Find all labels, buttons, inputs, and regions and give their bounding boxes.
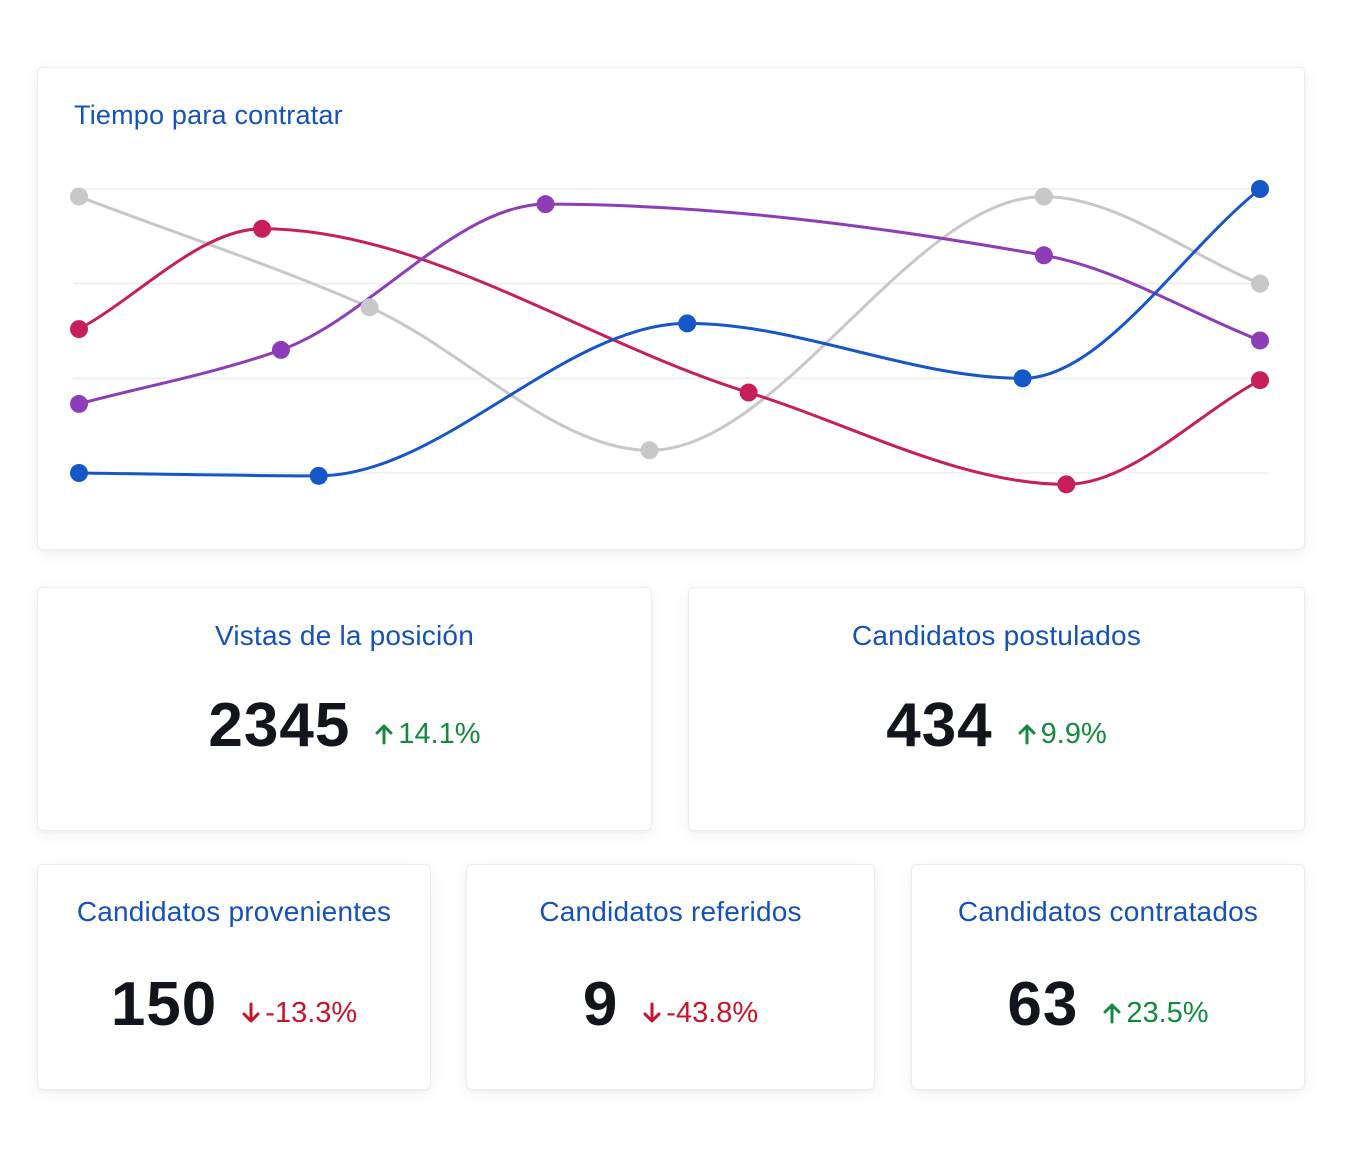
stat-title: Vistas de la posición [215,620,474,651]
series-line-2 [77,227,1262,486]
stat-value: 2345 [208,691,351,760]
stat-change-label: 9.9% [1040,717,1107,750]
series-4-point-2[interactable] [309,466,328,485]
stat-title: Candidatos postulados [851,620,1142,651]
series-2-point-4[interactable] [1057,475,1076,494]
series-2-point-1[interactable] [70,320,88,339]
time-to-hire-line-chart [70,180,1269,494]
stat-change: 9.9% [1017,718,1107,751]
time-to-hire-chart-card: Tiempo para contratar [37,67,1305,550]
stat-title: Candidatos contratados [957,896,1259,927]
series-3-point-5[interactable] [1251,331,1269,350]
series-1-point-3[interactable] [640,441,659,460]
stat-change-label: 14.1% [398,717,481,750]
series-line-3 [77,202,1262,406]
series-2-point-3[interactable] [739,383,758,402]
series-2-point-2[interactable] [253,219,272,238]
stat-change-label: -43.8% [666,996,759,1029]
series-3-point-4[interactable] [1034,246,1053,265]
series-4-point-4[interactable] [1013,369,1032,388]
series-3-point-1[interactable] [70,394,88,413]
series-3-point-2[interactable] [271,340,290,359]
arrow-up-icon [1103,1003,1121,1024]
chart-title: Tiempo para contratar [74,100,343,130]
stat-card-applied-candidates: Candidatos postulados 434 9.9% [688,587,1305,831]
stat-value: 150 [110,970,218,1039]
series-1-point-2[interactable] [360,298,379,317]
stat-card-referred-candidates: Candidatos referidos 9 -43.8% [466,864,875,1090]
series-1-point-4[interactable] [1034,187,1053,206]
series-4-point-5[interactable] [1251,180,1269,198]
arrow-down-icon [242,1002,260,1023]
series-2-point-5[interactable] [1251,371,1269,390]
stat-change-label: -13.3% [265,996,358,1029]
stat-card-hired-candidates: Candidatos contratados 63 23.5% [911,864,1305,1090]
series-4-point-3[interactable] [678,314,697,333]
stat-value: 63 [1007,970,1079,1039]
stat-value: 434 [886,691,993,760]
stat-change: -13.3% [241,997,357,1030]
stat-change: 23.5% [1102,996,1209,1030]
stat-title: Candidatos referidos [539,896,802,927]
stat-change: -43.8% [642,997,758,1030]
stat-card-position-views: Vistas de la posición 2345 14.1% [37,587,652,831]
arrow-down-icon [643,1002,661,1023]
stat-value: 9 [582,970,619,1039]
arrow-up-icon [1018,724,1036,745]
series-1-point-5[interactable] [1251,274,1269,293]
series-4-point-1[interactable] [70,464,88,482]
stat-change: 14.1% [374,717,481,751]
stat-title: Candidatos provenientes [76,896,392,927]
arrow-up-icon [375,724,393,745]
series-1-point-1[interactable] [70,187,88,206]
stat-change-label: 23.5% [1126,996,1209,1029]
stat-card-sourced-candidates: Candidatos provenientes 150 -13.3% [37,864,431,1090]
series-3-point-3[interactable] [536,195,555,214]
